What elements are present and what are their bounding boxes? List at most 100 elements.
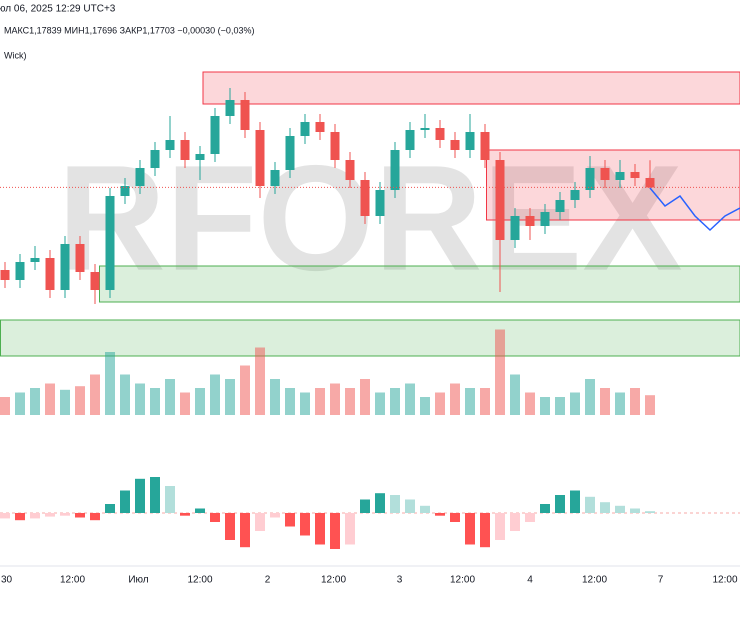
- candle-body: [510, 216, 520, 240]
- oscillator-bar: [480, 513, 490, 548]
- oscillator-bar: [615, 505, 625, 513]
- header-indicator: Wick): [4, 50, 27, 60]
- volume-bar: [30, 388, 40, 415]
- volume-bar: [240, 365, 250, 415]
- volume-bar: [285, 388, 295, 415]
- candle-body: [30, 258, 40, 262]
- candle-body: [390, 150, 400, 190]
- header-ohlc: МАКС1,17839 МИН1,17696 ЗАКР1,17703 −0,00…: [4, 25, 254, 35]
- x-tick-label: Июл: [128, 575, 148, 586]
- volume-bar: [375, 392, 385, 415]
- volume-bar: [210, 374, 220, 415]
- volume-bar: [645, 395, 655, 415]
- volume-bar: [165, 379, 175, 415]
- oscillator-bar: [210, 513, 220, 522]
- candle-body: [525, 216, 535, 226]
- x-tick-label: 12:00: [712, 575, 737, 586]
- oscillator-bar: [630, 508, 640, 513]
- candle-body: [210, 116, 220, 154]
- x-tick-label: 12:00: [187, 575, 212, 586]
- candle-body: [285, 136, 295, 170]
- volume-bar: [435, 392, 445, 415]
- volume-bar: [570, 392, 580, 415]
- candle-body: [435, 128, 445, 140]
- volume-bar: [510, 374, 520, 415]
- oscillator-bar: [570, 490, 580, 513]
- volume-bar: [300, 392, 310, 415]
- candle-body: [420, 128, 430, 130]
- candle-body: [0, 270, 10, 280]
- volume-bar: [225, 379, 235, 415]
- volume-bar: [45, 383, 55, 415]
- candle-body: [375, 190, 385, 216]
- zone: [0, 319, 740, 357]
- volume-bar: [90, 374, 100, 415]
- oscillator-bar: [375, 493, 385, 513]
- oscillator-bar: [270, 513, 280, 518]
- volume-bar: [450, 383, 460, 415]
- oscillator-bar: [525, 513, 535, 522]
- volume-bar: [390, 388, 400, 415]
- x-tick-label: 12:00: [450, 575, 475, 586]
- oscillator-bar: [555, 495, 565, 513]
- oscillator-bar: [195, 508, 205, 513]
- oscillator-bar: [510, 513, 520, 531]
- candle-body: [165, 140, 175, 150]
- oscillator-bar: [30, 513, 40, 519]
- candle-body: [645, 178, 655, 188]
- candle-body: [450, 140, 460, 150]
- candle-body: [465, 132, 475, 150]
- volume-bar: [315, 388, 325, 415]
- forecast-line: [649, 187, 740, 232]
- candle-body: [585, 168, 595, 190]
- oscillator-bar: [360, 499, 370, 513]
- volume-bar: [495, 329, 505, 415]
- candle-body: [195, 154, 205, 160]
- oscillator-bar: [0, 513, 10, 519]
- oscillator-bar: [330, 513, 340, 549]
- candle-body: [615, 172, 625, 180]
- x-tick-label: 30: [1, 575, 13, 586]
- candle-body: [345, 160, 355, 180]
- volume-bar: [555, 397, 565, 415]
- oscillator-bar: [465, 513, 475, 545]
- oscillator-bar: [255, 513, 265, 531]
- volume-bar: [615, 392, 625, 415]
- candle-body: [45, 258, 55, 290]
- volume-bar: [105, 352, 115, 415]
- watermark: RFOREX: [57, 134, 682, 302]
- candle-body: [600, 168, 610, 180]
- oscillator-bar: [450, 513, 460, 522]
- candle-body: [105, 196, 115, 290]
- oscillator-bar: [225, 513, 235, 540]
- candle-body: [360, 180, 370, 216]
- volume-bar: [0, 397, 10, 415]
- candle-body: [225, 100, 235, 116]
- oscillator-bar: [390, 495, 400, 513]
- oscillator-bar: [300, 513, 310, 536]
- candle-body: [300, 122, 310, 136]
- volume-bar: [15, 392, 25, 415]
- header-datetime: юл 06, 2025 12:29 UTC+3: [0, 4, 116, 15]
- oscillator-bar: [285, 513, 295, 527]
- candle-body: [180, 140, 190, 160]
- candle-body: [150, 150, 160, 168]
- oscillator-bar: [60, 513, 70, 516]
- volume-bar: [120, 374, 130, 415]
- oscillator-bar: [405, 499, 415, 513]
- candle-body: [330, 132, 340, 160]
- oscillator-bar: [585, 496, 595, 513]
- zone: [202, 71, 740, 105]
- volume-bar: [465, 388, 475, 415]
- candle-body: [255, 130, 265, 186]
- candle-body: [405, 130, 415, 150]
- volume-bar: [75, 386, 85, 415]
- x-tick-label: 7: [658, 575, 664, 586]
- oscillator-bar: [45, 513, 55, 517]
- candle-body: [15, 262, 25, 280]
- volume-bar: [255, 347, 265, 415]
- candle-body: [135, 168, 145, 186]
- x-tick-label: 12:00: [60, 575, 85, 586]
- candle-body: [240, 100, 250, 130]
